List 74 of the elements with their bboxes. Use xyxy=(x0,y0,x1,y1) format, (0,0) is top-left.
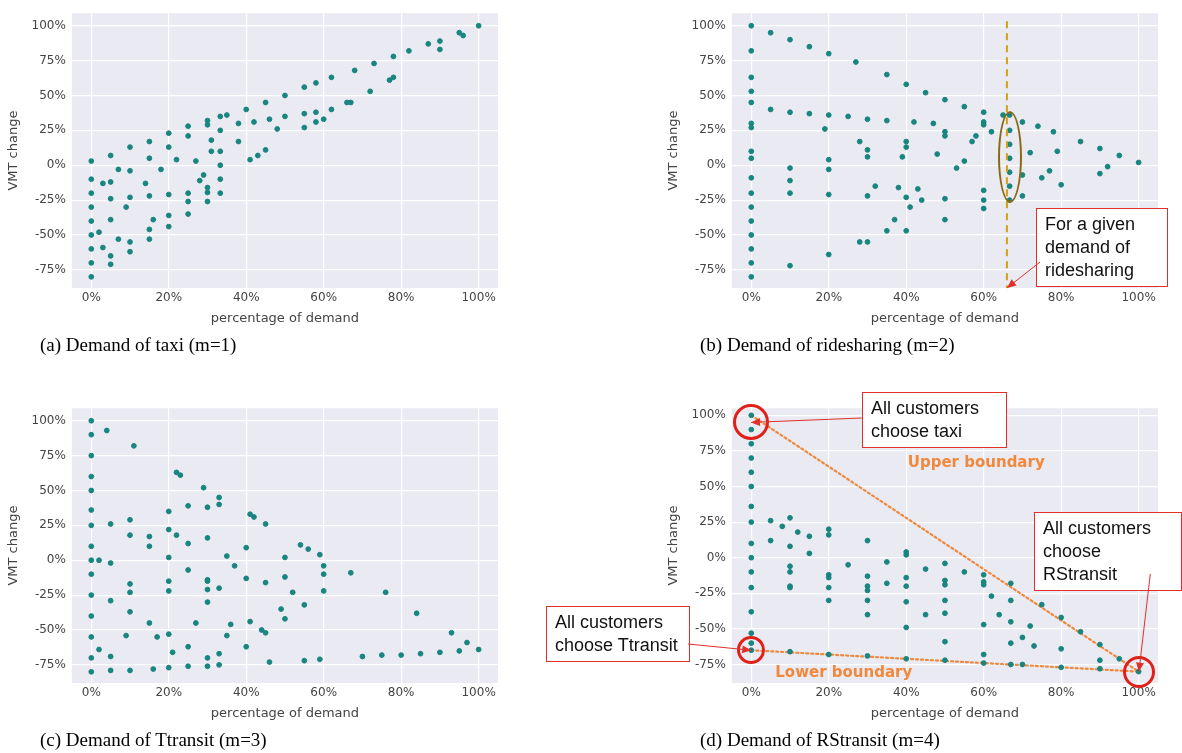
y-axis-title: VMT change xyxy=(665,110,681,191)
x-tick-label: 80% xyxy=(387,685,415,700)
x-tick-label: 0% xyxy=(741,290,761,305)
x-tick-label: 0% xyxy=(741,685,761,700)
y-tick-label: 75% xyxy=(39,52,66,67)
y-tick-label: 50% xyxy=(39,87,66,102)
annotation: All customers choose RStransit xyxy=(1034,512,1182,591)
y-tick-label: -75% xyxy=(694,261,726,276)
text: (d) Demand of RStransit (m=4) xyxy=(700,729,940,751)
x-tick-label: 20% xyxy=(155,290,183,305)
x-tick-label: 80% xyxy=(1047,290,1075,305)
x-tick-label: 40% xyxy=(232,290,260,305)
y-tick-label: -50% xyxy=(34,227,66,242)
x-tick-label: 20% xyxy=(155,685,183,700)
y-tick-label: 0% xyxy=(706,157,726,172)
y-tick-label: 25% xyxy=(699,122,726,137)
x-tick-label: 80% xyxy=(387,290,415,305)
y-tick-label: 75% xyxy=(699,443,726,458)
y-axis-title: VMT change xyxy=(5,505,21,586)
y-axis-title: VMT change xyxy=(5,110,21,191)
text: (b) Demand of ridesharing (m=2) xyxy=(700,334,955,356)
y-tick-label: -25% xyxy=(694,585,726,600)
y-tick-label: 100% xyxy=(691,17,726,32)
x-tick-label: 80% xyxy=(1047,685,1075,700)
annotation: All customers choose taxi xyxy=(862,392,1007,448)
y-tick-label: -75% xyxy=(34,656,66,671)
y-tick-label: -50% xyxy=(694,227,726,242)
y-tick-label: -50% xyxy=(694,621,726,636)
series-label: Lower boundary xyxy=(775,662,913,681)
annotation: All customers choose Ttransit xyxy=(546,606,690,662)
y-tick-label: 100% xyxy=(31,17,66,32)
y-tick-label: -75% xyxy=(694,656,726,671)
x-tick-label: 20% xyxy=(815,685,843,700)
x-tick-label: 100% xyxy=(461,685,496,700)
x-axis-title: percentage of demand xyxy=(870,309,1020,325)
y-tick-label: -75% xyxy=(34,261,66,276)
x-tick-label: 40% xyxy=(892,685,920,700)
text: (c) Demand of Ttransit (m=3) xyxy=(40,729,267,751)
x-tick-label: 0% xyxy=(81,290,101,305)
y-axis-title: VMT change xyxy=(665,505,681,586)
y-tick-label: 25% xyxy=(39,517,66,532)
x-axis-title: percentage of demand xyxy=(870,704,1020,720)
y-tick-label: 100% xyxy=(691,407,726,422)
x-tick-label: 20% xyxy=(815,290,843,305)
y-tick-label: 75% xyxy=(699,52,726,67)
x-tick-label: 60% xyxy=(310,685,338,700)
y-tick-label: 25% xyxy=(699,514,726,529)
x-tick-label: 60% xyxy=(970,290,998,305)
y-tick-label: 0% xyxy=(46,157,66,172)
y-tick-label: 75% xyxy=(39,447,66,462)
x-tick-label: 100% xyxy=(461,290,496,305)
x-tick-label: 40% xyxy=(892,290,920,305)
y-tick-label: -50% xyxy=(34,622,66,637)
x-tick-label: 60% xyxy=(310,290,338,305)
text: Upper boundary xyxy=(907,452,1045,471)
y-tick-label: 100% xyxy=(31,412,66,427)
annotation: For a given demand of ridesharing xyxy=(1036,208,1168,287)
x-tick-label: 100% xyxy=(1121,290,1156,305)
y-tick-label: -25% xyxy=(694,192,726,207)
y-tick-label: 50% xyxy=(699,87,726,102)
y-tick-label: 50% xyxy=(39,482,66,497)
y-tick-label: -25% xyxy=(34,587,66,602)
x-tick-label: 0% xyxy=(81,685,101,700)
text: (a) Demand of taxi (m=1) xyxy=(40,334,237,356)
x-tick-label: 60% xyxy=(970,685,998,700)
y-tick-label: 50% xyxy=(699,478,726,493)
y-tick-label: -25% xyxy=(34,192,66,207)
x-axis-title: percentage of demand xyxy=(210,309,360,325)
y-tick-label: 25% xyxy=(39,122,66,137)
x-axis-title: percentage of demand xyxy=(210,704,360,720)
x-tick-label: 40% xyxy=(232,685,260,700)
y-tick-label: 0% xyxy=(706,549,726,564)
y-tick-label: 0% xyxy=(46,552,66,567)
x-tick-label: 100% xyxy=(1121,685,1156,700)
